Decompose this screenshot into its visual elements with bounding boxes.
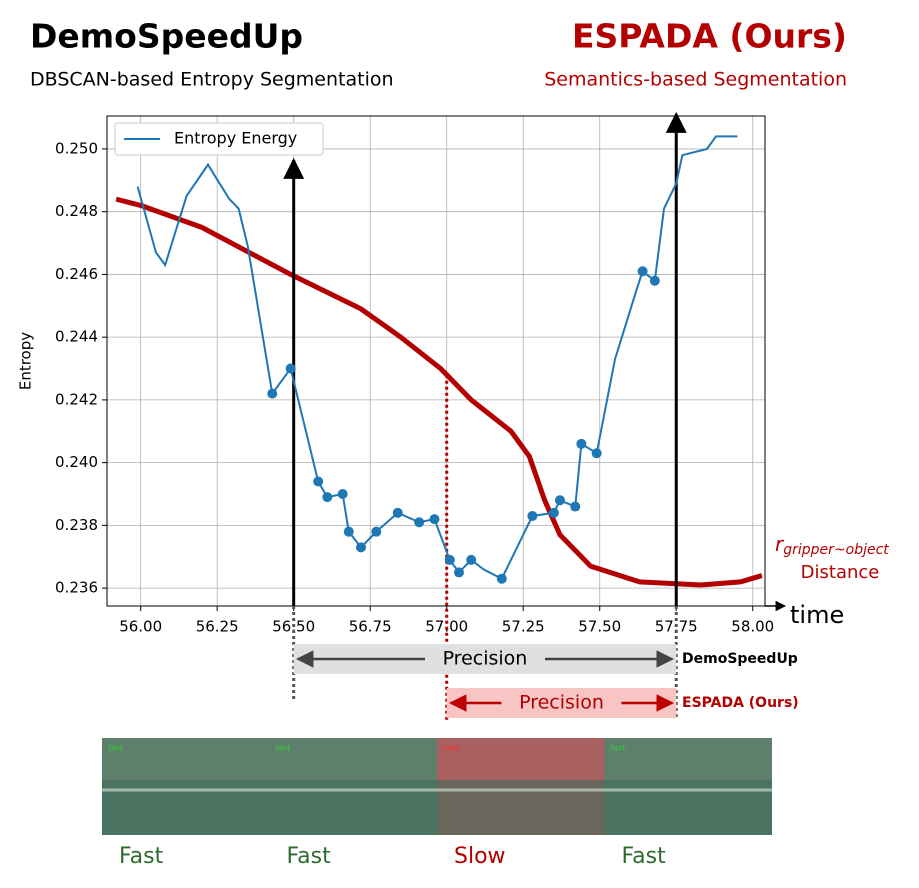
x-axis-label: time xyxy=(790,601,844,629)
x-tick-label: 56.00 xyxy=(119,618,162,636)
subtitle-left: DBSCAN-based Entropy Segmentation xyxy=(30,69,394,91)
data-point xyxy=(392,507,403,518)
data-point xyxy=(576,438,587,449)
legend-label: Entropy Energy xyxy=(174,129,297,148)
data-point xyxy=(649,275,660,286)
data-point xyxy=(466,554,477,565)
frame-overlay: fast xyxy=(276,744,291,753)
data-point xyxy=(570,501,581,512)
data-point xyxy=(496,573,507,584)
span-label: Precision xyxy=(519,692,604,714)
frame-label: Slow xyxy=(454,844,506,869)
frame-table xyxy=(269,780,437,835)
data-point xyxy=(267,388,278,399)
frame-label: Fast xyxy=(119,844,164,869)
data-point xyxy=(414,517,425,528)
data-point xyxy=(548,507,559,518)
data-point xyxy=(591,448,602,459)
data-point xyxy=(356,542,367,553)
data-point xyxy=(343,526,354,537)
data-point xyxy=(285,363,296,374)
y-tick-label: 0.248 xyxy=(55,202,98,220)
data-point xyxy=(453,567,464,578)
data-point xyxy=(527,510,538,521)
frame-overlay: slow xyxy=(443,744,461,753)
frame-table xyxy=(437,780,605,835)
x-tick-label: 56.25 xyxy=(196,618,239,636)
span-name: ESPADA (Ours) xyxy=(682,695,799,711)
span-name: DemoSpeedUp xyxy=(682,651,798,667)
distance-symbol: rgripper~object xyxy=(775,532,889,559)
y-tick-label: 0.242 xyxy=(55,390,98,408)
legend-box xyxy=(114,122,324,156)
y-tick-label: 0.240 xyxy=(55,453,98,471)
data-point xyxy=(554,495,565,506)
data-point xyxy=(429,514,440,525)
x-tick-label: 57.00 xyxy=(425,618,468,636)
data-point xyxy=(313,476,324,487)
y-axis-label: Entropy xyxy=(17,332,35,390)
data-point xyxy=(444,554,455,565)
x-tick-label: 58.00 xyxy=(731,618,774,636)
distance-symbol-main: r xyxy=(775,532,785,556)
data-point xyxy=(637,266,648,277)
data-point xyxy=(322,492,333,503)
distance-label: Distance xyxy=(801,562,880,583)
frame-label: Fast xyxy=(622,844,667,869)
frame-table xyxy=(604,780,772,835)
title-left: DemoSpeedUp xyxy=(30,17,303,56)
distance-curve xyxy=(115,196,763,588)
data-point xyxy=(337,489,348,500)
span-label: Precision xyxy=(443,648,528,670)
frame-label: Fast xyxy=(287,844,332,869)
title-right: ESPADA (Ours) xyxy=(572,17,847,56)
frame-table xyxy=(102,780,270,835)
subtitle-right: Semantics-based Segmentation xyxy=(544,69,847,91)
x-tick-label: 56.75 xyxy=(349,618,392,636)
x-tick-label: 57.50 xyxy=(578,618,621,636)
y-tick-label: 0.250 xyxy=(55,139,98,157)
series-line xyxy=(136,135,738,581)
distance-symbol-subscript: gripper~object xyxy=(783,542,889,558)
y-tick-label: 0.238 xyxy=(55,516,98,534)
x-tick-label: 57.25 xyxy=(502,618,545,636)
frame-overlay: fast xyxy=(108,744,123,753)
frame-overlay: fast xyxy=(611,744,626,753)
plot-frame xyxy=(106,115,766,607)
y-tick-label: 0.244 xyxy=(55,328,98,346)
data-point xyxy=(371,526,382,537)
y-tick-label: 0.236 xyxy=(55,579,98,597)
y-tick-label: 0.246 xyxy=(55,265,98,283)
